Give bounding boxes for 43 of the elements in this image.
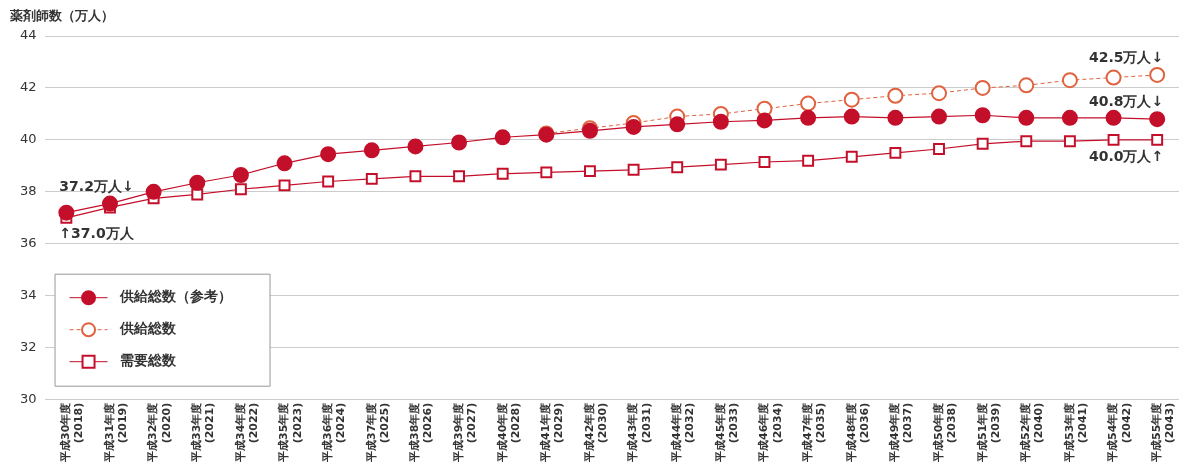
x-tick-label: 平成52年度(2040) bbox=[1019, 402, 1046, 463]
annotation: ↑37.0万人 bbox=[59, 225, 135, 242]
x-tick-label: 平成34年度(2022) bbox=[233, 402, 260, 463]
y-tick-label: 42 bbox=[20, 79, 37, 95]
legend-label: 供給総数（参考） bbox=[118, 288, 232, 305]
x-tick-label: 平成30年度(2018) bbox=[59, 402, 86, 463]
y-axis-title: 薬剤師数（万人） bbox=[9, 7, 114, 23]
x-tick-label: 平成35年度(2023) bbox=[277, 402, 304, 463]
y-tick-label: 36 bbox=[20, 235, 37, 251]
y-tick-label: 34 bbox=[20, 287, 37, 303]
x-tick-label: 平成45年度(2033) bbox=[713, 402, 740, 463]
x-tick-label: 平成54年度(2042) bbox=[1106, 402, 1133, 463]
x-tick-label: 平成38年度(2026) bbox=[408, 402, 435, 463]
y-tick-label: 38 bbox=[20, 183, 37, 199]
x-tick-label: 平成50年度(2038) bbox=[931, 402, 959, 463]
annotation: 40.8万人↓ bbox=[1088, 92, 1164, 109]
x-tick-label: 平成36年度(2024) bbox=[321, 402, 348, 463]
x-tick-label: 平成42年度(2030) bbox=[582, 402, 610, 463]
x-tick-label: 平成47年度(2035) bbox=[800, 402, 828, 463]
y-tick-label: 40 bbox=[20, 131, 37, 147]
x-tick-label: 平成37年度(2025) bbox=[364, 402, 391, 463]
x-tick-label: 平成53年度(2041) bbox=[1062, 402, 1089, 463]
x-tick-label: 平成40年度(2028) bbox=[495, 402, 522, 463]
annotation: 37.2万人↓ bbox=[59, 178, 134, 195]
x-tick-label: 平成31年度(2019) bbox=[102, 402, 130, 463]
x-tick-label: 平成51年度(2039) bbox=[975, 402, 1002, 463]
y-tick-label: 44 bbox=[20, 27, 37, 43]
x-tick-label: 平成39年度(2027) bbox=[451, 402, 479, 463]
x-tick-label: 平成44年度(2032) bbox=[670, 402, 697, 463]
legend-label: 需要総数 bbox=[119, 352, 177, 369]
y-tick-label: 32 bbox=[20, 339, 37, 355]
x-tick-label: 平成55年度(2043) bbox=[1150, 402, 1177, 463]
x-tick-label: 平成43年度(2031) bbox=[626, 402, 653, 463]
legend-label: 供給総数 bbox=[118, 320, 177, 337]
x-tick-label: 平成41年度(2029) bbox=[539, 402, 566, 463]
annotation: 40.0万人↑ bbox=[1088, 147, 1164, 164]
x-tick-label: 平成49年度(2037) bbox=[888, 402, 915, 463]
x-tick-label: 平成48年度(2036) bbox=[844, 402, 871, 463]
x-tick-label: 平成46年度(2034) bbox=[757, 402, 784, 463]
x-tick-label: 平成32年度(2020) bbox=[146, 402, 173, 463]
x-tick-label: 平成33年度(2021) bbox=[190, 402, 217, 463]
annotation: 42.5万人↓ bbox=[1088, 48, 1164, 65]
y-tick-label: 30 bbox=[20, 391, 37, 407]
